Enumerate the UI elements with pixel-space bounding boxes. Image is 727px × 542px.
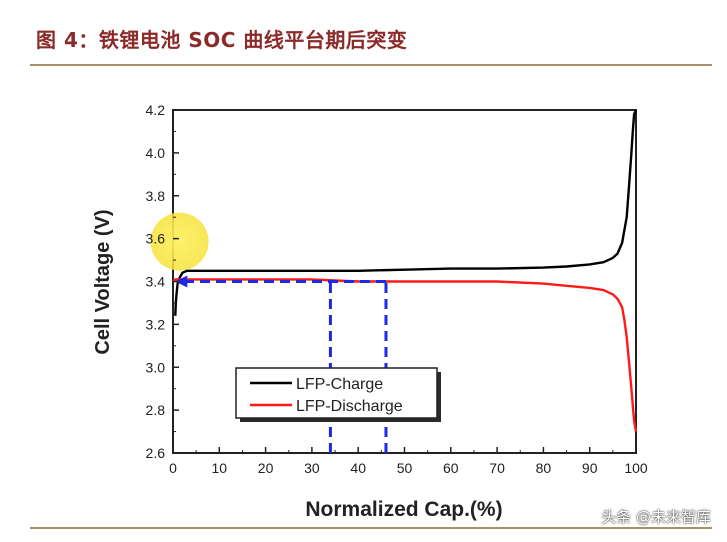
y-tick-label: 4.2: [146, 102, 166, 118]
x-tick-label: 60: [443, 460, 459, 476]
x-tick-label: 20: [258, 460, 274, 476]
x-tick-label: 0: [169, 460, 177, 476]
y-tick-label: 3.2: [146, 316, 166, 332]
y-axis-label: Cell Voltage (V): [92, 209, 114, 354]
y-tick-label: 3.6: [146, 231, 166, 247]
legend-box: LFP-Charge LFP-Discharge: [235, 367, 441, 422]
y-tick-label: 3.4: [146, 274, 166, 290]
x-tick-label: 50: [397, 460, 413, 476]
watermark-text: 头条 @未来智库: [601, 508, 711, 526]
highlight-circle: [150, 212, 209, 271]
x-tick-label: 100: [624, 460, 648, 476]
legend-label-discharge: LFP-Discharge: [296, 398, 403, 415]
x-tick-label: 30: [304, 460, 320, 476]
series-line-discharge: [172, 278, 638, 432]
title-rule: [30, 64, 712, 66]
y-tick-label: 2.6: [146, 445, 166, 461]
legend-label-charge: LFP-Charge: [296, 376, 383, 393]
x-tick-label: 90: [582, 460, 598, 476]
y-tick-label: 2.8: [146, 402, 166, 418]
x-tick-label: 70: [489, 460, 505, 476]
x-tick-label: 80: [536, 460, 552, 476]
x-tick-label: 10: [212, 460, 228, 476]
footer-rule: [30, 527, 712, 529]
y-tick-label: 3.0: [146, 359, 166, 375]
series-line-charge: [174, 109, 638, 316]
figure-title: 图 4：铁锂电池 SOC 曲线平台期后突变: [36, 28, 408, 52]
guide-arrow-head: [175, 275, 188, 288]
y-tick-label: 4.0: [146, 145, 166, 161]
y-tick-label: 3.8: [146, 188, 166, 204]
x-tick-label: 40: [350, 460, 366, 476]
x-axis-label: Normalized Cap.(%): [305, 498, 502, 521]
